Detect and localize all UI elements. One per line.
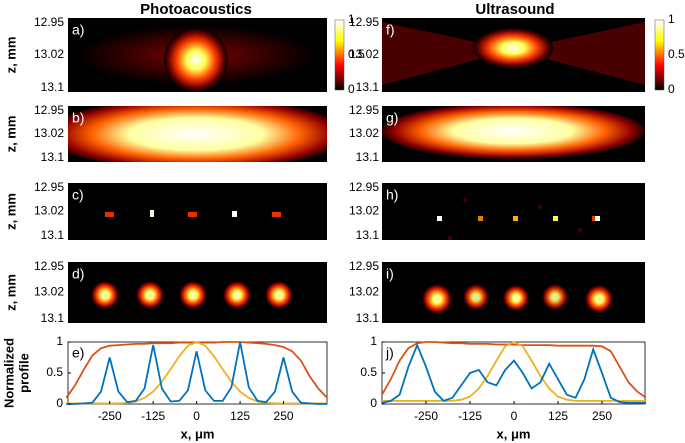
- z-tick-label: 13.02: [34, 47, 64, 61]
- panel-label: e): [72, 345, 84, 361]
- x-tick-label: 125: [548, 409, 568, 423]
- column-title: Photoacoustics: [140, 1, 252, 18]
- z-tick-label: 13.1: [356, 150, 380, 164]
- z-tick-label: 13.02: [34, 285, 64, 299]
- panel-label: j): [385, 345, 394, 361]
- z-tick-label: 12.95: [349, 180, 379, 194]
- z-tick-label: 12.95: [34, 259, 64, 273]
- x-label: x, μm: [181, 426, 215, 441]
- line: [381, 341, 647, 399]
- panel-label: i): [386, 266, 394, 282]
- z-tick-label: 13.1: [356, 80, 380, 94]
- x-tick-label: -125: [141, 409, 165, 423]
- z-tick-label: 13.02: [349, 285, 379, 299]
- z-tick-label: 12.95: [34, 15, 64, 29]
- z-tick-label: 13.1: [41, 80, 65, 94]
- y-tick-label: 0: [56, 396, 63, 410]
- line: [381, 342, 647, 404]
- panel-label: g): [386, 110, 398, 126]
- z-tick-label: 13.1: [41, 228, 65, 242]
- y-tick-label: 0: [370, 396, 377, 410]
- panel-label: d): [72, 266, 84, 282]
- line: [382, 340, 647, 402]
- y-tick-label: 1: [370, 334, 377, 348]
- panel-label: h): [386, 187, 398, 203]
- x-label: x, μm: [497, 426, 531, 441]
- colorbar-tick-label: 0.5: [348, 47, 365, 61]
- x-tick-label: 0: [193, 409, 200, 423]
- z-tick-label: 13.1: [356, 228, 380, 242]
- line: [66, 341, 327, 405]
- plot-area: [381, 341, 646, 405]
- y-tick-label: 0.5: [360, 365, 377, 379]
- z-tick-label: 13.02: [349, 47, 379, 61]
- x-tick-label: 250: [592, 409, 612, 423]
- z-tick-label: 13.1: [356, 311, 380, 325]
- y-tick-label: 0.5: [46, 365, 63, 379]
- z-label: z, mm: [3, 274, 18, 311]
- x-tick-label: 125: [230, 409, 250, 423]
- z-tick-label: 12.95: [349, 15, 379, 29]
- x-tick-label: -250: [98, 409, 122, 423]
- panel-label: b): [72, 110, 84, 126]
- colorbar-tick-label: 1: [348, 12, 355, 26]
- colorbar-tick-label: 1: [668, 12, 675, 26]
- z-tick-label: 13.02: [349, 126, 379, 140]
- y-label: profile: [16, 353, 31, 393]
- panel-label: a): [72, 22, 84, 38]
- colorbar-tick-label: 0.5: [668, 47, 685, 61]
- y-tick-label: 1: [56, 334, 63, 348]
- z-tick-label: 12.95: [34, 103, 64, 117]
- panel-label: c): [72, 187, 84, 203]
- z-tick-label: 13.1: [41, 311, 65, 325]
- z-tick-label: 13.02: [349, 204, 379, 218]
- z-tick-label: 12.95: [34, 180, 64, 194]
- heatmaps: [68, 18, 665, 323]
- x-tick-label: -250: [414, 409, 438, 423]
- x-tick-label: -125: [458, 409, 482, 423]
- z-tick-label: 12.95: [349, 103, 379, 117]
- colorbar-tick-label: 0: [668, 82, 675, 96]
- z-tick-label: 13.02: [34, 204, 64, 218]
- z-label: z, mm: [3, 37, 18, 74]
- z-tick-label: 13.1: [41, 150, 65, 164]
- x-tick-label: 250: [274, 409, 294, 423]
- z-label: z, mm: [3, 116, 18, 153]
- x-tick-label: 0: [511, 409, 518, 423]
- z-label: z, mm: [3, 193, 18, 230]
- z-tick-label: 12.95: [349, 259, 379, 273]
- colorbar-tick-label: 0: [348, 82, 355, 96]
- panel-label: f): [386, 22, 395, 38]
- y-label: Normalized: [1, 338, 16, 408]
- z-tick-label: 13.02: [34, 126, 64, 140]
- column-title: Ultrasound: [475, 1, 554, 18]
